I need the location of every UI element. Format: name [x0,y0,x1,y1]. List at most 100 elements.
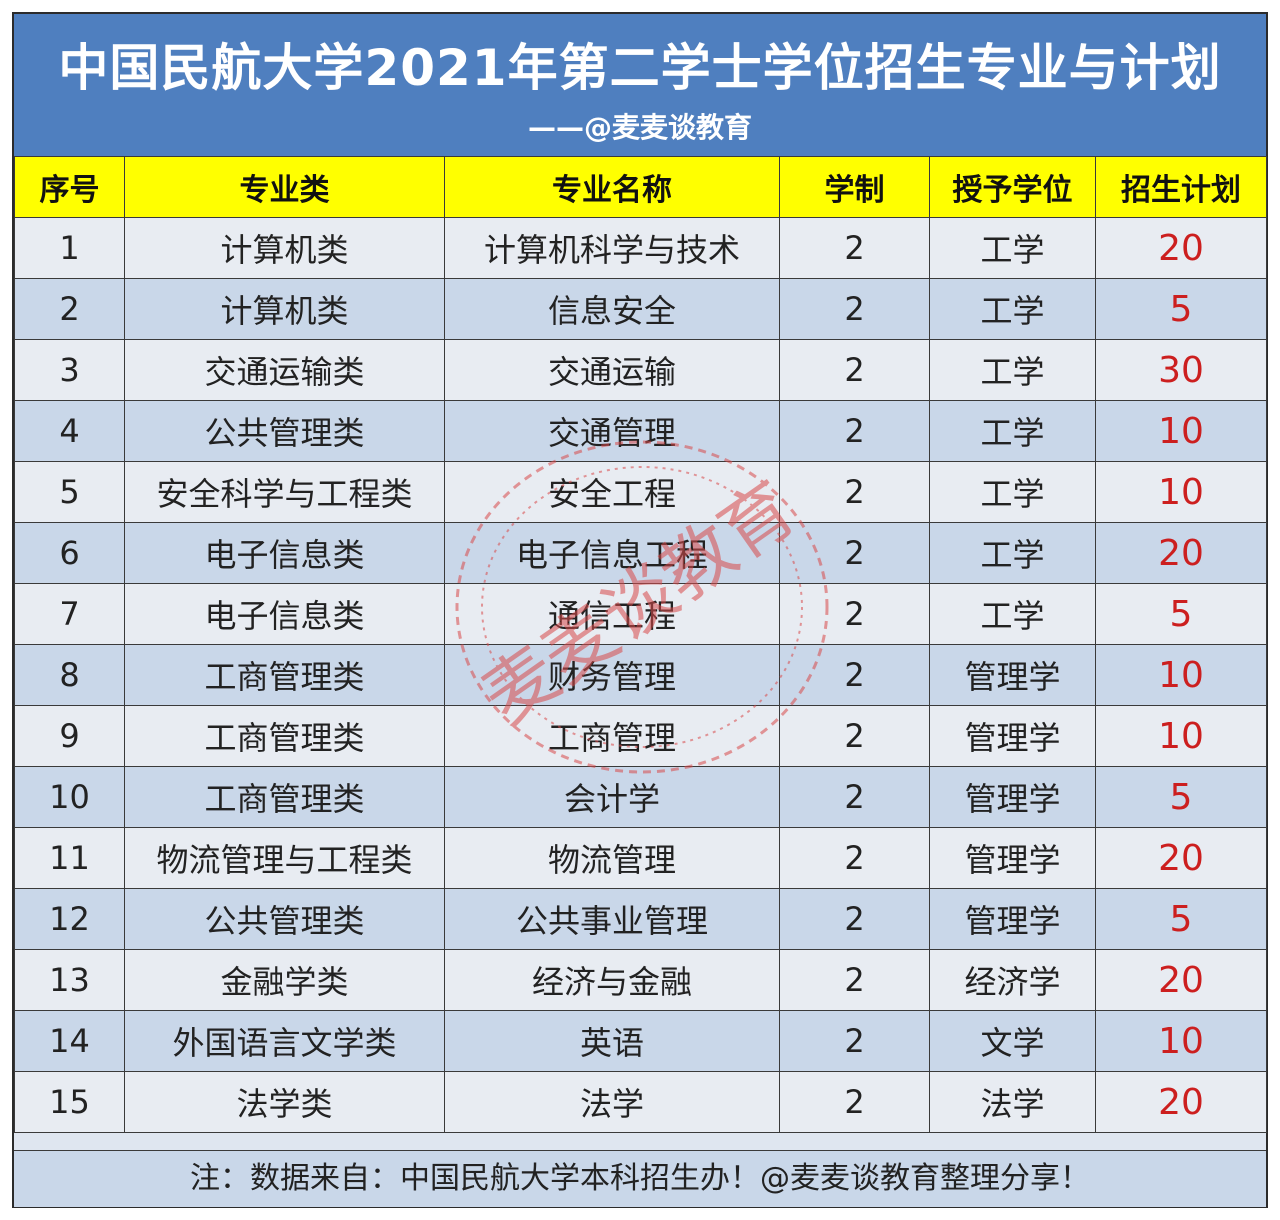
cell-duration: 2 [779,888,930,950]
admissions-table: 序号 专业类 专业名称 学制 授予学位 招生计划 1 计算机类 计算机科学与技术 2 工… [14,156,1267,1133]
cell-major: 法学 [444,1071,780,1133]
table-row: 1 计算机类 计算机科学与技术 2 工学 20 [14,217,1267,279]
cell-index: 1 [14,217,125,279]
column-header-category: 专业类 [124,156,445,218]
cell-major: 交通运输 [444,339,780,401]
cell-plan: 30 [1095,339,1267,401]
table-row: 3 交通运输类 交通运输 2 工学 30 [14,339,1267,401]
cell-plan: 20 [1095,522,1267,584]
cell-degree: 工学 [929,583,1096,645]
cell-degree: 管理学 [929,644,1096,706]
table-header-row: 序号 专业类 专业名称 学制 授予学位 招生计划 [14,156,1267,218]
cell-plan: 20 [1095,1071,1267,1133]
cell-major: 公共事业管理 [444,888,780,950]
cell-degree: 工学 [929,400,1096,462]
cell-duration: 2 [779,583,930,645]
cell-duration: 2 [779,766,930,828]
cell-index: 2 [14,278,125,340]
cell-index: 11 [14,827,125,889]
cell-duration: 2 [779,217,930,279]
cell-index: 9 [14,705,125,767]
cell-degree: 管理学 [929,827,1096,889]
cell-major: 交通管理 [444,400,780,462]
cell-plan: 10 [1095,1010,1267,1072]
cell-plan: 10 [1095,705,1267,767]
cell-index: 5 [14,461,125,523]
cell-duration: 2 [779,522,930,584]
cell-duration: 2 [779,1010,930,1072]
column-header-major: 专业名称 [444,156,780,218]
cell-index: 15 [14,1071,125,1133]
cell-index: 3 [14,339,125,401]
title-banner: 中国民航大学2021年第二学士学位招生专业与计划 ——@麦麦谈教育 [14,14,1266,156]
table-row: 11 物流管理与工程类 物流管理 2 管理学 20 [14,827,1267,889]
cell-plan: 5 [1095,278,1267,340]
column-header-index: 序号 [14,156,125,218]
cell-major: 物流管理 [444,827,780,889]
cell-category: 电子信息类 [124,583,445,645]
table-row: 9 工商管理类 工商管理 2 管理学 10 [14,705,1267,767]
cell-degree: 文学 [929,1010,1096,1072]
table-row: 12 公共管理类 公共事业管理 2 管理学 5 [14,888,1267,950]
cell-category: 交通运输类 [124,339,445,401]
cell-duration: 2 [779,278,930,340]
footer-note: 注：数据来自：中国民航大学本科招生办！@麦麦谈教育整理分享！ [14,1150,1266,1207]
cell-major: 安全工程 [444,461,780,523]
column-header-degree: 授予学位 [929,156,1096,218]
cell-index: 12 [14,888,125,950]
cell-plan: 5 [1095,766,1267,828]
table-row: 8 工商管理类 财务管理 2 管理学 10 [14,644,1267,706]
cell-category: 计算机类 [124,278,445,340]
page-title: 中国民航大学2021年第二学士学位招生专业与计划 [58,39,1222,97]
table-body: 1 计算机类 计算机科学与技术 2 工学 20 2 计算机类 信息安全 2 工学 5 3 交通运输类 交通运… [14,217,1267,1133]
cell-duration: 2 [779,1071,930,1133]
table-row: 2 计算机类 信息安全 2 工学 5 [14,278,1267,340]
cell-index: 10 [14,766,125,828]
table-row: 14 外国语言文学类 英语 2 文学 10 [14,1010,1267,1072]
table-row: 10 工商管理类 会计学 2 管理学 5 [14,766,1267,828]
cell-major: 通信工程 [444,583,780,645]
cell-category: 工商管理类 [124,644,445,706]
cell-major: 会计学 [444,766,780,828]
cell-duration: 2 [779,949,930,1011]
cell-degree: 工学 [929,278,1096,340]
cell-major: 信息安全 [444,278,780,340]
cell-plan: 10 [1095,644,1267,706]
cell-index: 13 [14,949,125,1011]
cell-major: 电子信息工程 [444,522,780,584]
cell-index: 14 [14,1010,125,1072]
cell-duration: 2 [779,461,930,523]
cell-duration: 2 [779,705,930,767]
table-row: 4 公共管理类 交通管理 2 工学 10 [14,400,1267,462]
cell-category: 电子信息类 [124,522,445,584]
cell-plan: 10 [1095,461,1267,523]
cell-index: 8 [14,644,125,706]
page-subtitle: ——@麦麦谈教育 [527,111,752,144]
cell-degree: 管理学 [929,766,1096,828]
cell-category: 工商管理类 [124,766,445,828]
document-frame: 中国民航大学2021年第二学士学位招生专业与计划 ——@麦麦谈教育 序号 专业类… [12,12,1268,1208]
cell-major: 工商管理 [444,705,780,767]
cell-plan: 20 [1095,827,1267,889]
table-row: 5 安全科学与工程类 安全工程 2 工学 10 [14,461,1267,523]
cell-degree: 工学 [929,461,1096,523]
table-row: 7 电子信息类 通信工程 2 工学 5 [14,583,1267,645]
cell-plan: 10 [1095,400,1267,462]
table-row: 6 电子信息类 电子信息工程 2 工学 20 [14,522,1267,584]
cell-degree: 管理学 [929,888,1096,950]
cell-major: 财务管理 [444,644,780,706]
column-header-plan: 招生计划 [1095,156,1267,218]
cell-degree: 经济学 [929,949,1096,1011]
cell-index: 6 [14,522,125,584]
cell-plan: 20 [1095,949,1267,1011]
cell-category: 金融学类 [124,949,445,1011]
cell-category: 工商管理类 [124,705,445,767]
cell-degree: 工学 [929,217,1096,279]
cell-duration: 2 [779,827,930,889]
cell-plan: 20 [1095,217,1267,279]
cell-major: 计算机科学与技术 [444,217,780,279]
cell-major: 英语 [444,1010,780,1072]
column-header-duration: 学制 [779,156,930,218]
cell-category: 公共管理类 [124,888,445,950]
cell-duration: 2 [779,400,930,462]
